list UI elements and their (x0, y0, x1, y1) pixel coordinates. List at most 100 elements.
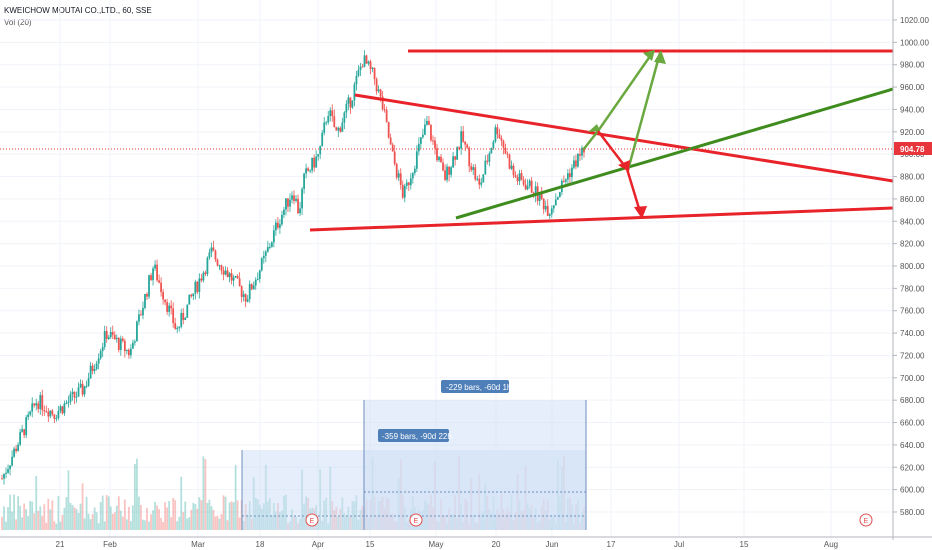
candle-body (347, 97, 350, 104)
candle-body (125, 349, 128, 352)
candle-body (436, 148, 438, 161)
time-tick-label: May (428, 540, 443, 549)
candle-body (11, 456, 13, 466)
measure-label-1[interactable]: -229 bars, -60d 1h (441, 380, 511, 393)
support-line-bottom[interactable] (309, 206, 894, 232)
event-marker-2-text: E (414, 518, 419, 525)
candle-body (158, 280, 160, 283)
candle-body (482, 174, 485, 183)
volume-bar (146, 508, 148, 530)
time-tick-label: 21 (56, 540, 65, 549)
volume-bar (226, 520, 229, 530)
candle-body (67, 401, 70, 403)
candle-body (77, 387, 80, 397)
volume-bar (67, 470, 70, 530)
price-axis[interactable]: 580.00 600.00 620.00 640.00 660.00 680.00 700.… (892, 0, 929, 540)
event-marker-3[interactable]: E (859, 513, 873, 527)
price-tick-label: 940.00 (900, 105, 925, 114)
ascending-trendline[interactable] (455, 87, 894, 220)
descending-trendline[interactable] (354, 93, 894, 183)
volume-bar (212, 509, 215, 530)
candle-body (254, 279, 257, 286)
volume-bar (182, 512, 185, 530)
time-tick-label: 20 (492, 540, 501, 549)
candle-body (385, 109, 388, 122)
candle-body (196, 281, 199, 292)
green-arrow-up-1[interactable] (582, 51, 655, 151)
candle-body (349, 97, 352, 108)
volume-bar (61, 514, 64, 530)
measure-box-inner[interactable] (364, 400, 586, 530)
volume-bar (35, 475, 38, 530)
volume-bar (19, 505, 22, 530)
candle-body (339, 127, 342, 132)
candle-body (407, 182, 410, 186)
candle-body (415, 151, 418, 169)
volume-bar (59, 521, 62, 530)
volume-bar (73, 507, 76, 530)
candle-body (87, 378, 90, 386)
green-arrow-up-2[interactable] (626, 52, 662, 171)
candle-body (198, 278, 201, 292)
candle-body (79, 383, 82, 388)
red-arrow-down-1[interactable] (597, 130, 628, 170)
candle-body (268, 246, 271, 248)
trendline-drawings[interactable] (309, 49, 894, 232)
event-marker-1-circle (305, 513, 319, 527)
candle-body (571, 167, 573, 178)
candle-body (462, 131, 465, 142)
candle-body (150, 275, 152, 281)
candle-body (95, 363, 98, 370)
event-marker-1-text: E (310, 518, 315, 525)
candle-body (343, 112, 346, 123)
price-tick-label: 920.00 (900, 128, 925, 137)
volume-indicator-label[interactable]: Vol (20) (4, 18, 32, 27)
candle-body (127, 349, 130, 356)
volume-bar (236, 500, 239, 530)
candle-body (484, 160, 487, 175)
volume-bar (216, 515, 219, 530)
event-marker-1[interactable]: E (305, 513, 319, 527)
measure-label-2[interactable]: -359 bars, -90d 22h (378, 429, 452, 442)
candle-body (186, 304, 189, 318)
candle-body (192, 293, 195, 297)
candle-body (552, 205, 555, 209)
candle-body (472, 167, 475, 171)
candle-body (111, 331, 114, 336)
volume-bar (176, 521, 179, 530)
candle-body (546, 205, 549, 216)
candle-body (579, 153, 581, 156)
measurement-overlays[interactable] (241, 400, 587, 530)
candle-body (113, 335, 116, 340)
volume-bar (3, 506, 5, 530)
candle-body (438, 156, 440, 161)
candle-body (7, 469, 9, 473)
volume-bar (184, 501, 187, 530)
last-price-tag: 904.78 (0, 142, 932, 155)
volume-bar (238, 517, 241, 530)
candle-body (260, 258, 263, 271)
event-marker-2[interactable]: E (409, 513, 423, 527)
candle-body (17, 444, 20, 452)
price-tick-label: 680.00 (900, 396, 925, 405)
candle-body (71, 391, 74, 394)
volume-bar (162, 521, 165, 530)
candle-body (289, 199, 291, 207)
volume-bar (180, 476, 183, 530)
volume-bar (136, 458, 138, 530)
measure-label-2-text: -359 bars, -90d 22h (382, 432, 452, 441)
volume-bar (121, 516, 124, 530)
candle-body (238, 278, 241, 287)
candle-body (331, 110, 334, 117)
candle-body (353, 84, 356, 101)
candle-body (13, 448, 15, 457)
volume-bar (125, 519, 128, 530)
candle-body (21, 429, 24, 432)
candle-body (381, 96, 384, 110)
time-axis[interactable]: 21 Feb Mar 18 Apr 15 May 20 Jun 17 Jul 15 Aug (0, 536, 932, 549)
price-tick-label: 860.00 (900, 195, 925, 204)
green-arrowhead-1b (643, 50, 655, 61)
candle-body (43, 410, 46, 412)
volume-bar (152, 510, 154, 530)
